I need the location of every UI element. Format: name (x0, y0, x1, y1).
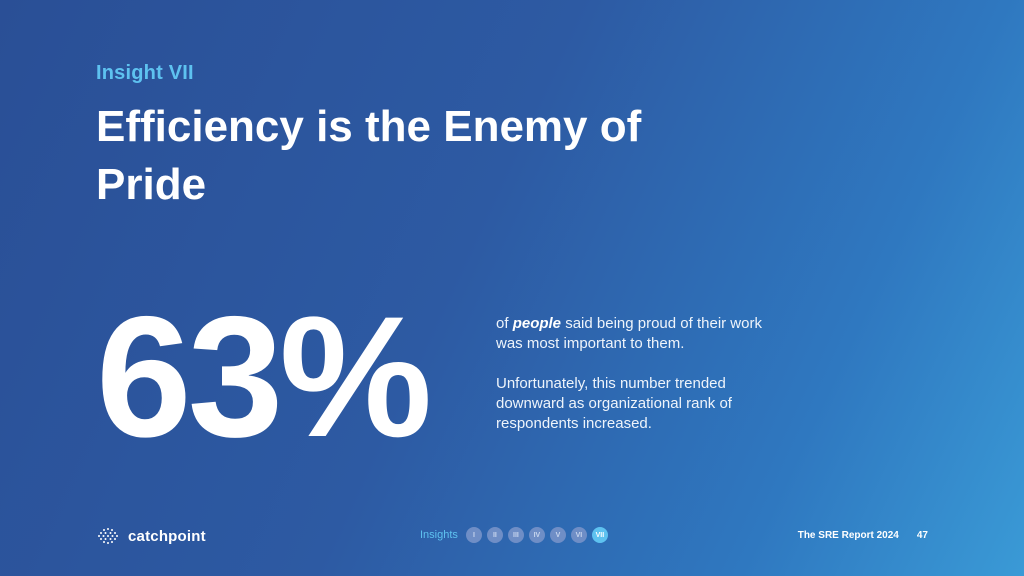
stat-description-paragraph-2: Unfortunately, this number trended downw… (496, 375, 732, 432)
slide-title: Efficiency is the Enemy of Pride (96, 102, 642, 209)
footer-logo: catchpoint (96, 526, 206, 546)
footer-right: The SRE Report 2024 47 (798, 530, 928, 541)
desc-prefix: of (496, 315, 513, 332)
desc-emphasis: people (512, 315, 562, 332)
insight-eyebrow: Insight VII (96, 62, 194, 84)
logo-text: catchpoint (128, 527, 206, 545)
insight-nav-dot-1[interactable]: I (465, 527, 482, 543)
insight-nav-dot-3[interactable]: III (507, 527, 524, 543)
insight-nav-dot-2[interactable]: II (486, 527, 503, 543)
big-stat-percentage: 63% (96, 281, 432, 473)
desc-suffix: said being proud of their work was most … (496, 315, 762, 352)
insight-navigation: Insights I II III IV V VI VII (420, 527, 608, 543)
page-number: 47 (916, 530, 928, 541)
insight-nav-dot-4[interactable]: IV (528, 527, 545, 543)
insight-nav-dot-7[interactable]: VII (591, 527, 608, 543)
stat-description: of people said being proud of their work… (496, 314, 786, 454)
insights-nav-label: Insights (420, 529, 458, 541)
stat-description-paragraph-1: of people said being proud of their work… (496, 314, 786, 354)
insight-nav-dot-6[interactable]: VI (570, 527, 587, 543)
report-title: The SRE Report 2024 (797, 530, 899, 541)
globe-dots-icon (98, 528, 118, 544)
insight-nav-dot-5[interactable]: V (549, 527, 566, 543)
